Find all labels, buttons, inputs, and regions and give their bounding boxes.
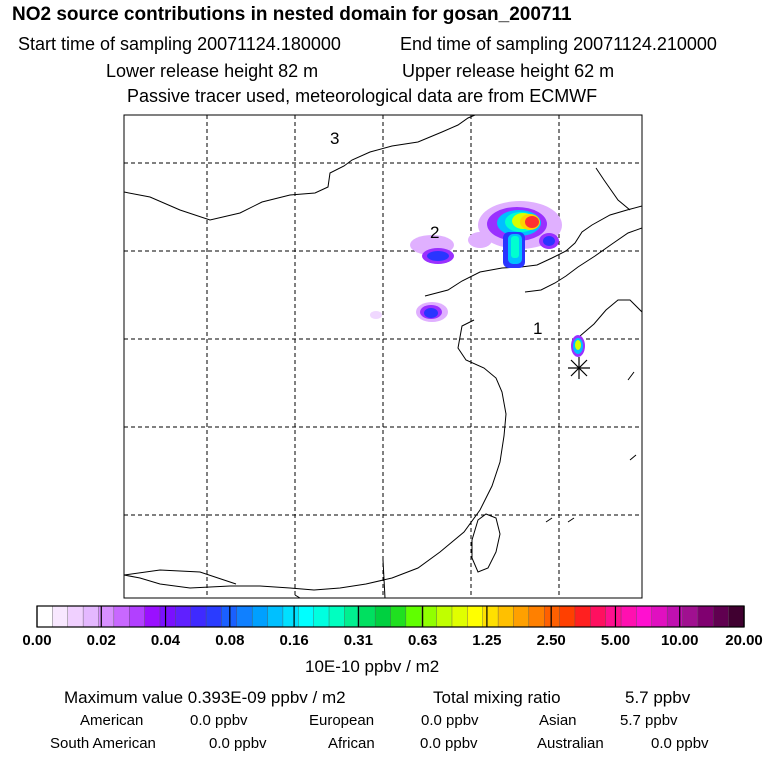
asian-value: 5.7 ppbv <box>620 712 678 729</box>
color-swatch <box>328 605 346 628</box>
upper-release-label: Upper release height 62 m <box>402 61 615 81</box>
color-swatch <box>713 605 730 628</box>
plume-layer <box>370 201 585 357</box>
color-scale-tick-label: 20.00 <box>725 632 763 649</box>
color-swatch <box>144 605 161 628</box>
color-swatch <box>482 605 499 628</box>
color-swatch <box>651 605 668 628</box>
color-swatch <box>67 605 84 628</box>
maximum-value: Maximum value 0.393E-09 ppbv / m2 <box>64 688 346 707</box>
color-swatch <box>282 605 299 628</box>
american-label: American <box>80 712 144 729</box>
start-time-label: Start time of sampling 20071124.180000 <box>18 34 341 54</box>
color-scale-tick-label: 0.63 <box>408 632 438 649</box>
color-swatch <box>390 605 407 628</box>
coastlines <box>124 115 642 598</box>
african-value: 0.0 ppbv <box>420 735 478 752</box>
color-swatch <box>82 605 100 628</box>
color-swatch <box>159 605 177 628</box>
color-swatch <box>497 605 515 628</box>
color-swatch <box>605 605 622 628</box>
region-label-1: 1 <box>533 319 542 338</box>
color-swatch <box>36 605 54 628</box>
color-swatch <box>528 605 545 628</box>
european-label: European <box>309 712 375 729</box>
color-swatch <box>236 605 253 628</box>
color-swatch <box>251 605 269 628</box>
color-swatch <box>359 605 376 628</box>
european-value: 0.0 ppbv <box>421 712 479 729</box>
color-swatch <box>697 605 714 628</box>
color-swatch <box>267 605 284 628</box>
color-swatch <box>666 605 684 628</box>
color-scale-tick-label: 0.02 <box>86 632 116 649</box>
australian-value: 0.0 ppbv <box>651 735 709 752</box>
color-scale-tick-label: 0.00 <box>22 632 52 649</box>
color-swatch <box>559 605 576 628</box>
color-swatch <box>682 605 699 628</box>
color-swatch <box>421 605 438 628</box>
south-american-value: 0.0 ppbv <box>209 735 267 752</box>
australian-label: Australian <box>537 735 604 752</box>
color-swatch <box>620 605 638 628</box>
color-swatch <box>636 605 653 628</box>
color-scale-tick-label: 0.08 <box>215 632 245 649</box>
south-american-label: South American <box>50 735 156 752</box>
tracer-note: Passive tracer used, meteorological data… <box>127 86 598 106</box>
region-label-2: 2 <box>430 223 439 242</box>
color-scale-tick-label: 1.25 <box>472 632 502 649</box>
asian-label: Asian <box>539 712 577 729</box>
color-swatch <box>436 605 453 628</box>
african-label: African <box>328 735 375 752</box>
color-swatch <box>467 605 484 628</box>
color-scale-tick-label: 0.04 <box>150 632 181 649</box>
color-swatch <box>728 605 745 628</box>
color-swatch <box>374 605 392 628</box>
color-scale-tick-label: 0.16 <box>279 632 309 649</box>
color-swatch <box>543 605 561 628</box>
total-mixing-ratio-label: Total mixing ratio <box>433 688 561 707</box>
color-swatch <box>52 605 69 628</box>
chart-title: NO2 source contributions in nested domai… <box>12 4 572 25</box>
units-label: 10E-10 ppbv / m2 <box>305 657 440 676</box>
asterisk-icon <box>568 357 590 379</box>
color-swatch <box>405 605 422 628</box>
end-time-label: End time of sampling 20071124.210000 <box>400 34 717 54</box>
color-scale-tick-label: 5.00 <box>600 632 631 649</box>
color-swatch <box>113 605 130 628</box>
color-scale-tick-label: 2.50 <box>536 632 566 649</box>
lower-release-label: Lower release height 82 m <box>106 61 319 81</box>
color-swatch <box>190 605 207 628</box>
american-value: 0.0 ppbv <box>190 712 248 729</box>
lat-lon-grid <box>124 115 642 598</box>
color-swatch <box>513 605 530 628</box>
color-swatch <box>313 605 330 628</box>
color-swatch <box>298 605 315 628</box>
color-scale-tick-label: 0.31 <box>343 632 373 649</box>
total-mixing-ratio-value: 5.7 ppbv <box>625 688 691 707</box>
color-swatch <box>129 605 146 628</box>
color-swatch <box>451 605 469 628</box>
color-swatch <box>205 605 223 628</box>
color-swatch <box>590 605 607 628</box>
color-swatch <box>175 605 192 628</box>
region-label-3: 3 <box>330 129 339 148</box>
color-swatch <box>574 605 592 628</box>
color-scale-tick-label: 10.00 <box>660 632 699 649</box>
